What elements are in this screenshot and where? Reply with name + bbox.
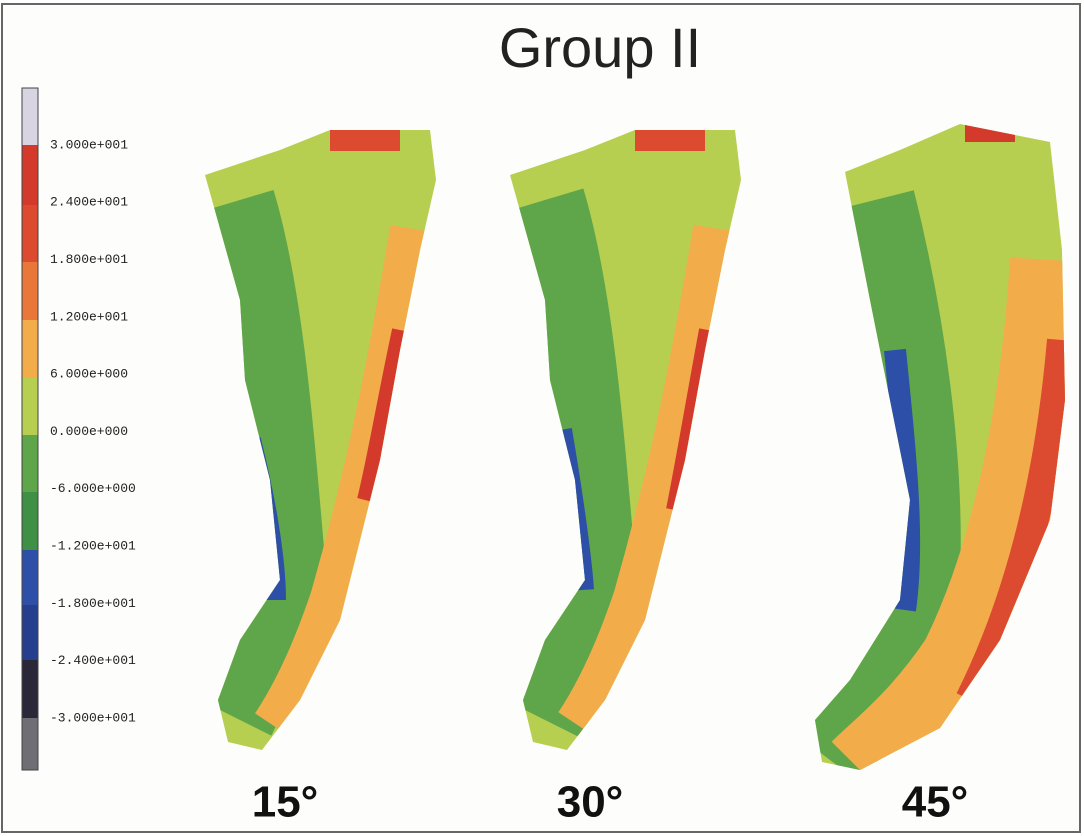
panel-label: 45° xyxy=(902,778,969,827)
cb-swatch xyxy=(22,660,38,718)
colorbar-label: -6.000e+000 xyxy=(50,481,136,496)
panel-label: 15° xyxy=(252,778,319,827)
colorbar-label: 6.000e+000 xyxy=(50,367,128,382)
colorbar-label: -3.000e+001 xyxy=(50,710,136,725)
colorbar xyxy=(22,88,38,770)
cb-swatch xyxy=(22,550,38,605)
cb-swatch xyxy=(22,262,38,320)
panel-label: 30° xyxy=(557,778,624,827)
colorbar-label: 1.800e+001 xyxy=(50,252,128,267)
cb-swatch xyxy=(22,145,38,205)
colorbar-label: 2.400e+001 xyxy=(50,195,128,210)
cb-swatch xyxy=(22,205,38,262)
cb-swatch xyxy=(22,435,38,492)
cb-swatch xyxy=(22,320,38,378)
colorbar-label: 3.000e+001 xyxy=(50,137,128,152)
colorbar-label: -2.400e+001 xyxy=(50,653,136,668)
cb-swatch xyxy=(22,88,38,145)
colorbar-label: 0.000e+000 xyxy=(50,424,128,439)
cb-swatch xyxy=(22,718,38,770)
colorbar-label: -1.200e+001 xyxy=(50,539,136,554)
cb-swatch xyxy=(22,492,38,550)
colorbar-label: 1.200e+001 xyxy=(50,309,128,324)
figure: Group II xyxy=(0,0,1084,836)
cb-swatch xyxy=(22,378,38,435)
cb-swatch xyxy=(22,605,38,660)
colorbar-label: -1.800e+001 xyxy=(50,596,136,611)
title: Group II xyxy=(499,16,701,79)
